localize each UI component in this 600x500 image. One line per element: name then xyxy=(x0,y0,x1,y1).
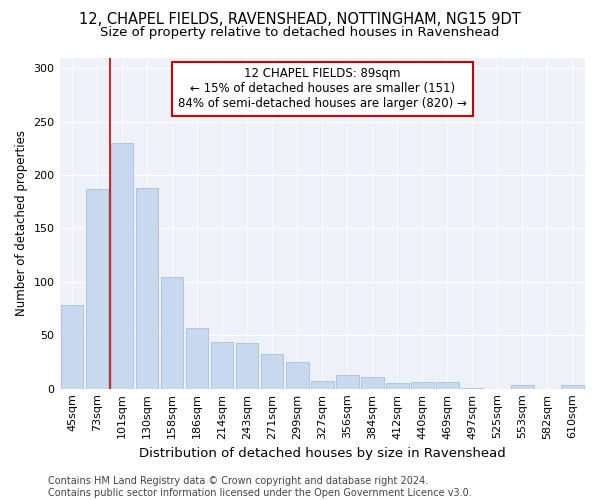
Y-axis label: Number of detached properties: Number of detached properties xyxy=(15,130,28,316)
Text: Size of property relative to detached houses in Ravenshead: Size of property relative to detached ho… xyxy=(100,26,500,39)
Bar xyxy=(386,384,409,388)
Bar xyxy=(511,386,534,388)
Bar xyxy=(136,188,158,388)
Bar xyxy=(561,386,584,388)
Bar xyxy=(311,381,334,388)
Bar xyxy=(86,189,109,388)
Bar xyxy=(161,276,184,388)
Text: 12 CHAPEL FIELDS: 89sqm
← 15% of detached houses are smaller (151)
84% of semi-d: 12 CHAPEL FIELDS: 89sqm ← 15% of detache… xyxy=(178,68,467,110)
Bar xyxy=(186,328,208,388)
Text: Contains HM Land Registry data © Crown copyright and database right 2024.
Contai: Contains HM Land Registry data © Crown c… xyxy=(48,476,472,498)
Bar xyxy=(236,342,259,388)
Bar xyxy=(261,354,283,388)
Bar xyxy=(411,382,434,388)
Bar xyxy=(361,377,383,388)
Bar xyxy=(61,306,83,388)
Bar xyxy=(211,342,233,388)
Bar xyxy=(436,382,458,388)
Bar xyxy=(336,375,359,388)
Bar xyxy=(111,143,133,388)
Text: 12, CHAPEL FIELDS, RAVENSHEAD, NOTTINGHAM, NG15 9DT: 12, CHAPEL FIELDS, RAVENSHEAD, NOTTINGHA… xyxy=(79,12,521,28)
Bar xyxy=(286,362,308,388)
X-axis label: Distribution of detached houses by size in Ravenshead: Distribution of detached houses by size … xyxy=(139,447,506,460)
